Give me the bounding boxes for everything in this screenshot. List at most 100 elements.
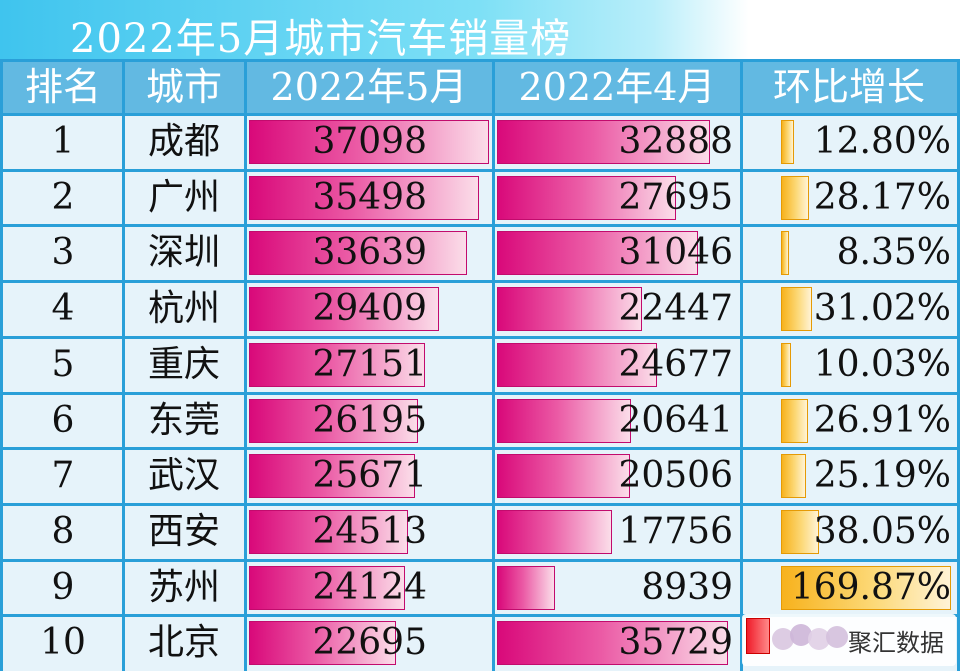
- may-value: 33639: [312, 232, 427, 274]
- bar-apr-6: [497, 398, 631, 443]
- bar-apr-4: [497, 287, 643, 332]
- growth-value: 26.91%: [813, 399, 951, 441]
- header-city: 城市: [145, 65, 222, 109]
- bar-apr-7: [497, 454, 630, 499]
- column-divider: [957, 60, 960, 671]
- may-value: 24513: [312, 510, 427, 552]
- apr-value: 8939: [641, 566, 733, 608]
- bar-may-10: [249, 621, 396, 666]
- apr-value: 24677: [618, 343, 733, 385]
- may-value: 27151: [312, 343, 427, 385]
- may-value: 26195: [312, 399, 427, 441]
- bar-apr-8: [497, 509, 612, 554]
- apr-value: 31046: [618, 232, 733, 274]
- growth-value: 31.02%: [813, 288, 951, 330]
- city-cell: 东莞: [147, 399, 220, 441]
- row-divider: [0, 113, 960, 116]
- row-divider: [0, 335, 960, 339]
- title-band: [0, 0, 960, 60]
- apr-value: 20641: [618, 399, 733, 441]
- growth-value: 12.80%: [813, 121, 951, 162]
- city-cell: 深圳: [147, 232, 220, 274]
- bar-may-2: [249, 175, 479, 220]
- bar-may-9: [249, 565, 406, 610]
- header-row: [0, 60, 960, 114]
- bar-growth-4: [781, 287, 813, 332]
- row-divider: [0, 447, 960, 451]
- bar-may-7: [249, 454, 416, 499]
- column-divider: [0, 60, 3, 671]
- bar-may-5: [249, 342, 425, 387]
- header-may: 2022年5月: [270, 65, 468, 109]
- negative-growth-bar: [746, 618, 770, 654]
- apr-value: 35729: [618, 622, 733, 664]
- bar-apr-5: [497, 342, 657, 387]
- column-divider: [492, 60, 495, 671]
- may-value: 24124: [312, 566, 427, 608]
- rank-cell: 6: [51, 399, 75, 441]
- may-value: 37098: [312, 121, 427, 162]
- rank-cell: 7: [51, 455, 75, 497]
- growth-value: 10.03%: [813, 343, 951, 385]
- rank-cell: 3: [51, 232, 75, 274]
- header-rank: 排名: [24, 65, 101, 109]
- bar-growth-2: [781, 175, 810, 220]
- bar-growth-5: [781, 342, 792, 387]
- column-divider: [122, 60, 125, 671]
- growth-value: 25.19%: [813, 455, 951, 497]
- bar-apr-3: [497, 231, 698, 276]
- apr-value: 22447: [618, 288, 733, 330]
- rank-cell: 5: [51, 343, 75, 385]
- row-divider: [0, 168, 960, 172]
- chart-title: 2022年5月城市汽车销量榜: [70, 16, 572, 62]
- bar-growth-3: [781, 231, 790, 276]
- bar-apr-9: [497, 565, 555, 610]
- bar-may-4: [249, 287, 440, 332]
- growth-value: 8.35%: [836, 232, 951, 274]
- growth-value: 38.05%: [813, 510, 951, 552]
- may-value: 22695: [312, 622, 427, 664]
- column-divider: [244, 60, 247, 671]
- city-cell: 苏州: [147, 566, 220, 608]
- city-cell: 北京: [147, 622, 220, 664]
- bar-growth-6: [781, 398, 808, 443]
- rank-cell: 2: [51, 176, 75, 218]
- rank-cell: 8: [51, 510, 75, 552]
- city-cell: 西安: [147, 510, 220, 552]
- rank-cell: 9: [51, 566, 75, 608]
- rank-cell: 4: [51, 288, 75, 330]
- apr-value: 17756: [618, 510, 733, 552]
- row-divider: [0, 614, 960, 618]
- bar-may-6: [249, 398, 419, 443]
- may-value: 35498: [312, 176, 427, 218]
- row-divider: [0, 391, 960, 395]
- header-growth: 环比增长: [772, 65, 925, 109]
- bar-growth-9: [781, 565, 951, 610]
- bar-growth-1: [781, 120, 794, 164]
- header-apr: 2022年4月: [518, 65, 716, 109]
- watermark-text: 聚汇数据: [848, 629, 944, 657]
- bar-growth-8: [781, 509, 820, 554]
- rank-cell: 1: [51, 121, 75, 162]
- apr-value: 32888: [618, 121, 733, 162]
- may-value: 29409: [312, 288, 427, 330]
- growth-value: 169.87%: [790, 566, 951, 608]
- bar-apr-2: [497, 175, 677, 220]
- column-divider: [740, 60, 743, 671]
- bar-may-3: [249, 231, 467, 276]
- growth-value: 28.17%: [813, 176, 951, 218]
- may-value: 25671: [312, 455, 427, 497]
- apr-value: 27695: [618, 176, 733, 218]
- city-cell: 成都: [147, 121, 220, 162]
- row-divider: [0, 558, 960, 562]
- bar-may-1: [249, 120, 489, 164]
- city-cell: 杭州: [147, 288, 220, 330]
- row-divider: [0, 502, 960, 506]
- bar-apr-10: [497, 621, 729, 666]
- row-divider: [0, 224, 960, 228]
- row-divider: [0, 280, 960, 284]
- row-divider: [0, 59, 960, 62]
- city-cell: 广州: [147, 176, 220, 218]
- bar-may-8: [249, 509, 408, 554]
